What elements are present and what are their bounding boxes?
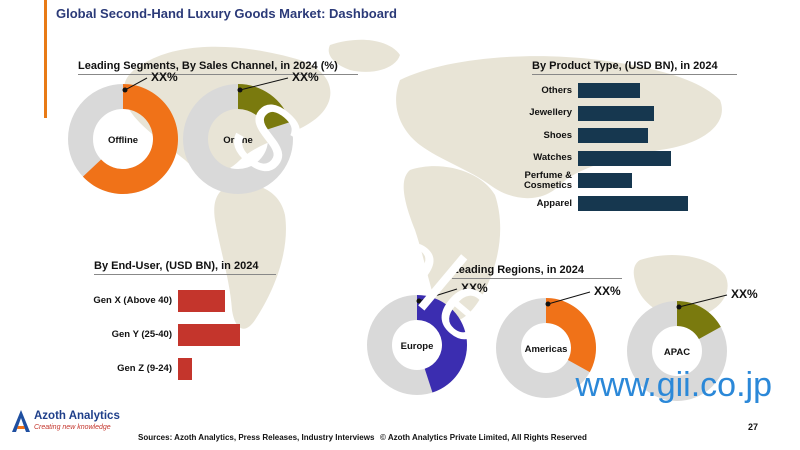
product-type-label: Jewellery (529, 107, 572, 119)
end-user-label: Gen Z (9-24) (117, 363, 172, 374)
product-type-label: Apparel (536, 197, 572, 209)
product-type-bar (578, 105, 654, 121)
page-number: 27 (748, 422, 759, 432)
product-type-label: Others (541, 84, 572, 96)
apac-donut-value: XX% (731, 287, 758, 301)
online-donut-slice (238, 84, 291, 130)
brand-name: Azoth Analytics (34, 410, 120, 422)
americas-donut-slice (546, 298, 596, 373)
end-user-label: Gen X (Above 40) (93, 295, 172, 306)
product-type-label: Watches (533, 152, 572, 164)
apac-donut-pointer-line (678, 294, 728, 308)
online-donut-value: XX% (292, 70, 319, 84)
accent-bar (44, 0, 47, 118)
end-user-bar (178, 290, 225, 312)
regions-heading: Leading Regions, in 2024 (452, 264, 585, 276)
product-type-bar (578, 128, 648, 144)
copyright-note: © Azoth Analytics Private Limited, All R… (380, 433, 587, 442)
product-type-bar (578, 150, 671, 166)
offline-donut-label: Offline (108, 135, 138, 146)
offline-donut-pointer-line (124, 77, 148, 91)
europe-donut-pointer-line (418, 288, 458, 302)
product-type-label: Shoes (543, 129, 572, 141)
product-type-bar (578, 196, 688, 211)
product-type-bar (578, 173, 632, 189)
online-donut-pointer-line (239, 77, 289, 91)
apac-donut-label: APAC (664, 347, 690, 358)
end-user-bar (178, 324, 240, 346)
europe-donut-slice (417, 295, 467, 393)
brand-tagline: Creating new knowledge (34, 424, 111, 431)
product-type-label: Perfume & Cosmetics (523, 169, 572, 191)
regions-underline (452, 278, 622, 279)
site-watermark: www.gii.co.jp (575, 366, 772, 404)
offline-donut-slice (82, 84, 179, 194)
europe-donut-label: Europe (401, 341, 434, 352)
dashboard-title: Global Second-Hand Luxury Goods Market: … (56, 6, 397, 21)
americas-donut-label: Americas (525, 344, 568, 355)
apac-donut-slice (677, 301, 721, 339)
end-user-underline (94, 274, 276, 275)
americas-donut-value: XX% (594, 284, 621, 298)
product-type-underline (532, 74, 737, 75)
product-type-bar (578, 83, 640, 98)
brand-logo (10, 408, 32, 439)
online-donut-label: Online (223, 135, 253, 146)
americas-donut-pointer-line (547, 291, 591, 305)
product-type-heading: By Product Type, (USD BN), in 2024 (532, 60, 718, 72)
sales-channel-heading: Leading Segments, By Sales Channel, in 2… (78, 60, 338, 72)
europe-donut-value: XX% (461, 281, 488, 295)
offline-donut-value: XX% (151, 70, 178, 84)
end-user-bar (178, 358, 192, 380)
end-user-heading: By End-User, (USD BN), in 2024 (94, 260, 259, 272)
sales-channel-underline (78, 74, 358, 75)
end-user-label: Gen Y (25-40) (111, 329, 172, 340)
azoth-logo-icon (12, 410, 30, 432)
sources-note: Sources: Azoth Analytics, Press Releases… (138, 433, 375, 442)
